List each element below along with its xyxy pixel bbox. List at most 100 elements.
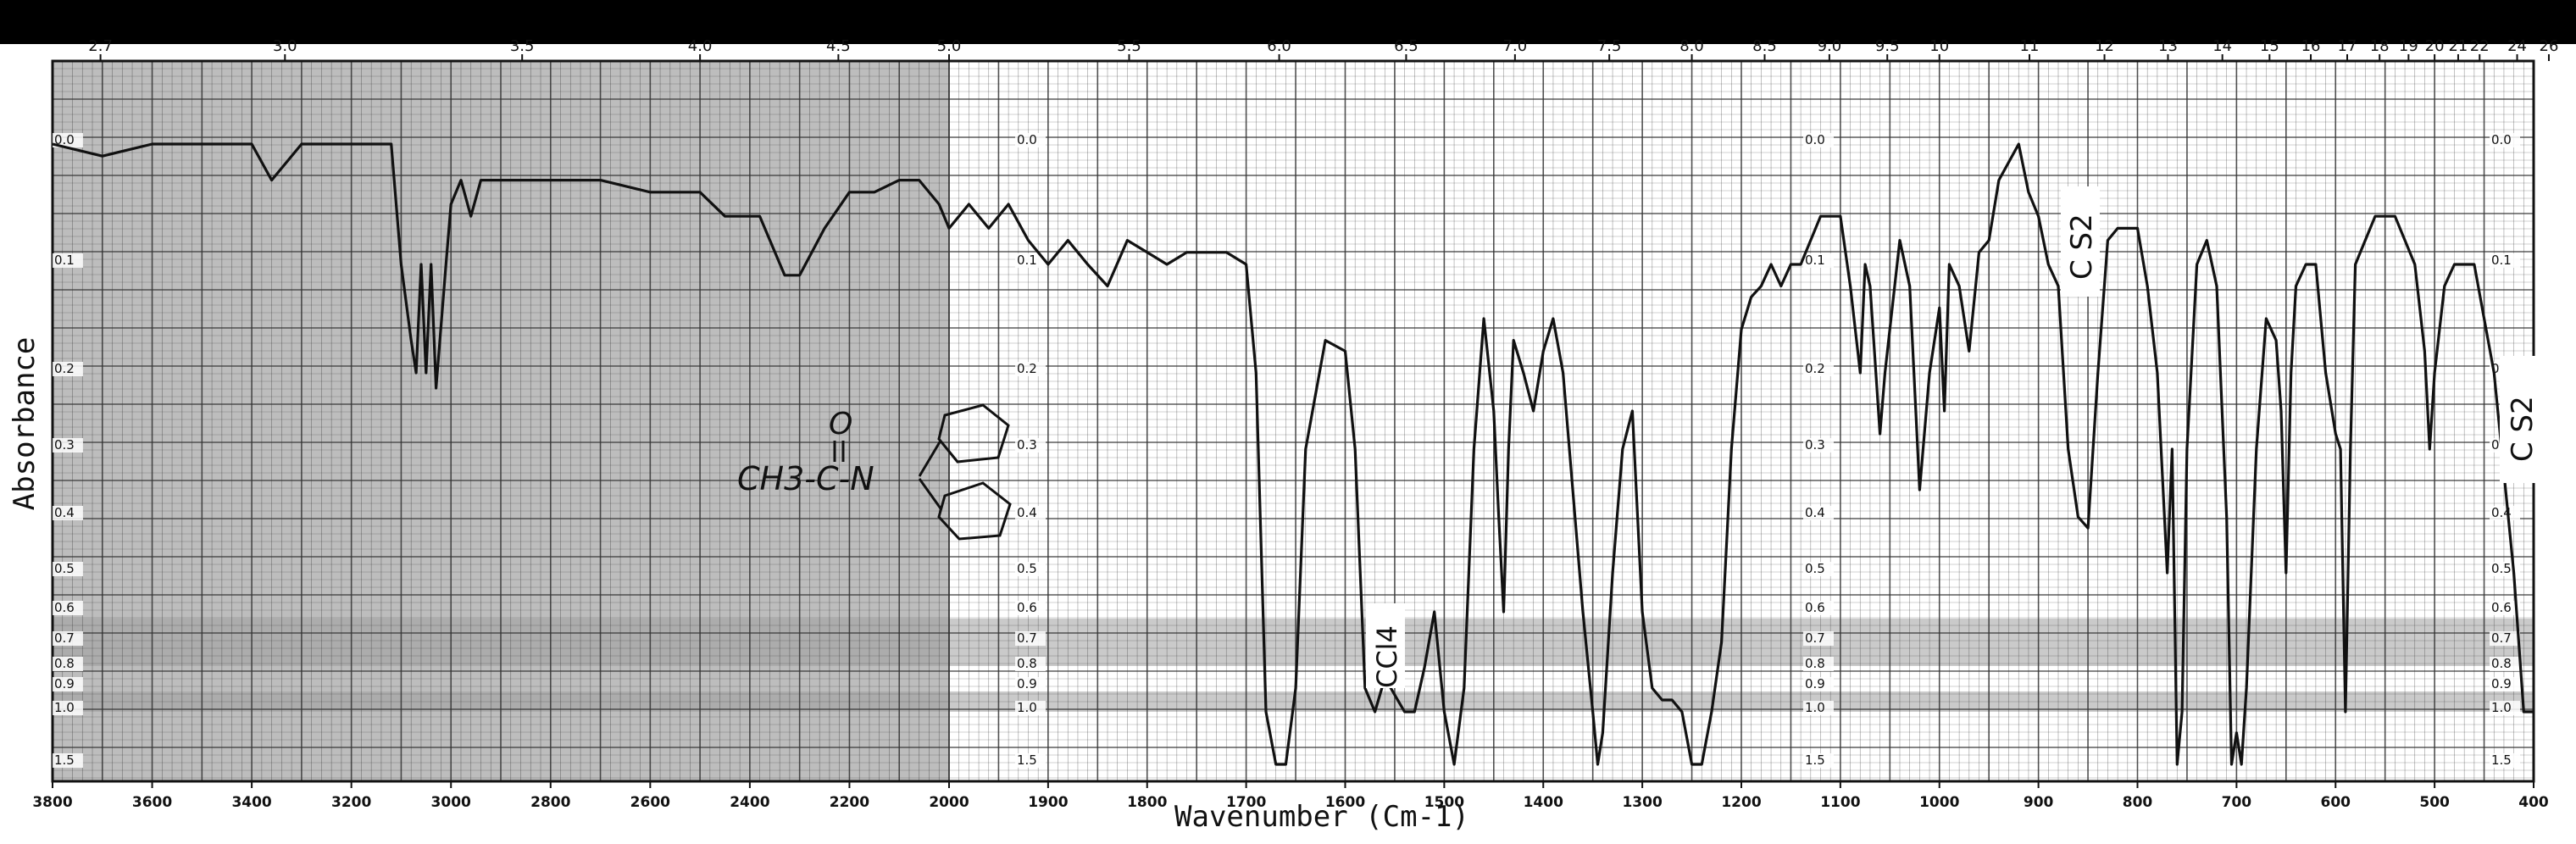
bottom-tick-label: 1900 [1028,794,1068,811]
bottom-tick-label: 500 [2419,794,2450,811]
absorbance-tick-label: 0.2 [1017,361,1037,376]
top-tick-label: 5.0 [937,37,962,55]
absorbance-tick-label: 0.7 [1805,630,1825,646]
top-tick-label: 8.5 [1752,37,1777,55]
black-top-band [0,0,2576,44]
absorbance-tick-label: 0.1 [2491,253,2512,268]
absorbance-label-bg [1803,562,1834,576]
absorbance-label-bg [1803,631,1834,646]
top-tick-label: 8.0 [1679,37,1704,55]
absorbance-tick-label: 0.4 [54,505,75,520]
top-tick-label: 3.5 [510,37,535,55]
absorbance-tick-label: 0.3 [1017,437,1037,453]
absorbance-label-bg [1015,253,1046,268]
absorbance-tick-label: 0.9 [1805,676,1825,691]
top-tick-label: 2.7 [88,37,113,55]
phenyl-ring-bottom-icon [937,481,1012,541]
top-tick-label: 21 [2448,37,2468,55]
bottom-tick-layer: 3800 3600 3400 3200 3000 2800 2600 2400 2200 2000… [32,781,2549,811]
absorbance-tick-label: 1.0 [1805,700,1825,715]
absorbance-label-bg [1803,701,1834,715]
bottom-tick-label: 2400 [730,794,769,811]
absorbance-tick-label: 1.0 [1017,700,1037,715]
absorbance-label-bg [1015,601,1046,615]
absorbance-label-bg [53,677,83,691]
ccl4-label-box [1366,603,1405,688]
molecule-oxygen-label: O [829,407,852,441]
absorbance-label-bg [53,253,83,268]
absorbance-tick-label: 0.7 [1017,630,1037,646]
absorbance-tick-label: 0.5 [54,561,75,576]
top-tick-label: 12 [2095,37,2114,55]
absorbance-label-bg [2490,701,2520,715]
absorbance-tick-label: 0.6 [54,600,75,615]
absorbance-tick-label: 0.1 [54,253,75,268]
bottom-tick-label: 3400 [231,794,271,811]
absorbance-label-bg [53,133,83,147]
bottom-tick-label: 700 [2222,794,2252,811]
absorbance-label-bg [1803,362,1834,376]
cs2-label-box-left [2061,186,2100,297]
spectrum-line [52,142,2534,766]
absorbance-tick-label: 1.5 [2491,752,2512,768]
absorbance-label-bg [53,601,83,615]
absorbance-tick-label: 0.8 [1017,656,1037,671]
bottom-tick-label: 1400 [1524,794,1563,811]
absorbance-label-bg [2490,631,2520,646]
absorbance-tick-label: 0.0 [2491,132,2512,147]
top-tick-label: 11 [2020,37,2040,55]
absorbance-label-bg [1803,677,1834,691]
absorbance-tick-label: 0.4 [1017,505,1037,520]
bottom-tick-label: 2000 [929,794,969,811]
top-tick-label: 9.5 [1875,37,1900,55]
absorbance-label-bg [53,701,83,715]
absorbance-tick-label: 0.5 [2491,561,2512,576]
bottom-tick-label: 800 [2123,794,2153,811]
absorbance-label-bg [53,657,83,671]
absorbance-label-bg [1015,133,1046,147]
bottom-tick-label: 1200 [1721,794,1761,811]
bottom-tick-label: 400 [2518,794,2549,811]
bottom-tick-label: 1600 [1325,794,1365,811]
top-tick-label: 5.5 [1117,37,1141,55]
absorbance-tick-label: 1.5 [1017,752,1037,768]
bottom-tick-label: 2800 [530,794,570,811]
bottom-tick-label: 1100 [1820,794,1860,811]
cs2-annotation-left: C S2 [2065,214,2099,280]
bottom-tick-label: 1500 [1424,794,1464,811]
bottom-tick-label: 3200 [331,794,371,811]
absorbance-label-bg [53,753,83,768]
absorbance-label-bg [53,631,83,646]
absorbance-tick-label: 0.8 [2491,656,2512,671]
top-tick-label: 20 [2425,37,2445,55]
top-tick-label: 4.5 [826,37,851,55]
absorbance-label-bg [1803,133,1834,147]
absorbance-tick-label: 0.6 [1017,600,1037,615]
top-tick-label: 14 [2212,37,2232,55]
absorbance-tick-label: 0.3 [54,437,75,453]
absorbance-label-bg [1015,362,1046,376]
absorbance-label-bg [1015,506,1046,520]
cs2-label-box-right [2500,356,2539,483]
top-tick-label: 15 [2260,37,2279,55]
absorbance-tick-label: 0.0 [1805,132,1825,147]
absorbance-label-bg [1015,562,1046,576]
absorbance-tick-label: 1.0 [2491,700,2512,715]
absorbance-tick-label: 0.4 [1805,505,1825,520]
absorbance-label-bg [2490,753,2520,768]
top-tick-label: 7.0 [1503,37,1528,55]
absorbance-tick-label: 0.6 [2491,600,2512,615]
absorbance-label-bg [1015,701,1046,715]
top-tick-label: 18 [2370,37,2390,55]
absorbance-label-bg [1803,506,1834,520]
absorbance-tick-label: 1.0 [54,700,75,715]
y-axis-label: Absorbance [8,337,42,511]
absorbance-label-bg [2490,657,2520,671]
absorbance-tick-label: 1.5 [54,752,75,768]
top-tick-label: 17 [2338,37,2357,55]
absorbance-label-bg [1015,631,1046,646]
n-bond-top [918,440,942,477]
bottom-tick-label: 2200 [830,794,869,811]
